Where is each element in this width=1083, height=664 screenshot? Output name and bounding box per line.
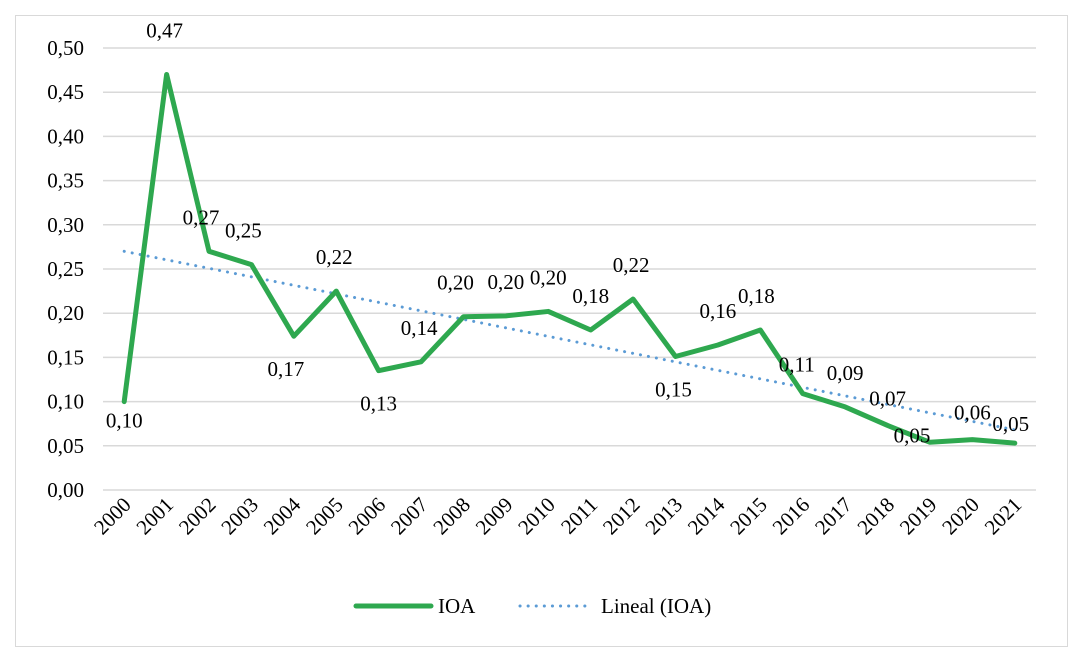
y-axis-labels: 0,00 0,05 0,10 0,15 0,20 0,25 0,30 0,35 0,40 0,45… [47, 36, 84, 502]
x-tick-label: 2020 [937, 493, 984, 540]
x-tick-label: 2013 [640, 493, 687, 540]
y-tick-label: 0,15 [47, 345, 84, 369]
y-tick-label: 0,40 [47, 124, 84, 148]
x-tick-label: 2015 [725, 493, 772, 540]
x-tick-label: 2004 [259, 492, 306, 539]
data-label: 0,47 [146, 19, 183, 43]
x-tick-label: 2011 [556, 493, 602, 539]
data-label: 0,16 [700, 299, 737, 323]
series-ioa-line [121, 72, 1018, 446]
x-tick-label: 2006 [344, 493, 391, 540]
series-group [121, 72, 1018, 446]
x-tick-label: 2016 [768, 493, 815, 540]
data-label: 0,22 [613, 253, 650, 277]
data-label: 0,17 [267, 357, 304, 381]
x-tick-label: 2010 [513, 493, 560, 540]
y-tick-label: 0,35 [47, 169, 84, 193]
data-label: 0,09 [827, 361, 864, 385]
x-tick-label: 2018 [852, 493, 899, 540]
x-tick-label: 2001 [131, 493, 178, 540]
x-tick-label: 2017 [810, 493, 857, 540]
y-tick-label: 0,30 [47, 213, 84, 237]
x-tick-label: 2007 [386, 493, 433, 540]
y-tick-label: 0,50 [47, 36, 84, 60]
data-label: 0,14 [401, 316, 438, 340]
x-tick-label: 2003 [216, 493, 263, 540]
y-tick-label: 0,00 [47, 478, 84, 502]
x-tick-label: 2012 [598, 493, 645, 540]
trendline-group [122, 249, 1017, 432]
x-axis-labels: 2000200120022003200420052006200720082009… [89, 492, 1026, 539]
legend: IOA Lineal (IOA) [353, 594, 711, 618]
x-tick-label: 2002 [174, 493, 221, 540]
data-label: 0,22 [316, 245, 353, 269]
y-tick-label: 0,20 [47, 301, 84, 325]
data-label: 0,20 [437, 271, 474, 295]
y-tick-label: 0,25 [47, 257, 84, 281]
data-label: 0,18 [738, 284, 775, 308]
legend-trend-label: Lineal (IOA) [601, 594, 711, 618]
data-label: 0,06 [954, 401, 991, 425]
data-label: 0,27 [183, 205, 220, 229]
data-label: 0,10 [106, 409, 143, 433]
x-tick-label: 2005 [301, 493, 348, 540]
chart-frame [15, 15, 1068, 647]
x-tick-label: 2000 [89, 493, 136, 540]
legend-ioa-label: IOA [438, 594, 476, 618]
data-label: 0,11 [779, 353, 815, 377]
data-label: 0,18 [572, 284, 609, 308]
data-label: 0,20 [488, 270, 525, 294]
data-label: 0,07 [869, 386, 906, 410]
y-tick-label: 0,45 [47, 80, 84, 104]
x-tick-label: 2009 [471, 493, 518, 540]
x-tick-label: 2021 [980, 493, 1027, 540]
trendline-lineal-ioa [122, 249, 1017, 432]
x-tick-label: 2014 [683, 492, 730, 539]
data-label: 0,25 [225, 219, 262, 243]
gridlines [103, 47, 1036, 491]
data-label: 0,20 [530, 265, 567, 289]
data-label: 0,15 [655, 378, 692, 402]
data-label: 0,05 [992, 412, 1029, 436]
y-tick-label: 0,10 [47, 390, 84, 414]
y-tick-label: 0,05 [47, 434, 84, 458]
x-tick-label: 2019 [895, 493, 942, 540]
data-label: 0,13 [360, 392, 397, 416]
data-labels: 0,100,470,270,250,170,220,130,140,20 0,20… [106, 19, 1029, 448]
x-tick-label: 2008 [428, 493, 475, 540]
data-label: 0,05 [894, 423, 931, 447]
